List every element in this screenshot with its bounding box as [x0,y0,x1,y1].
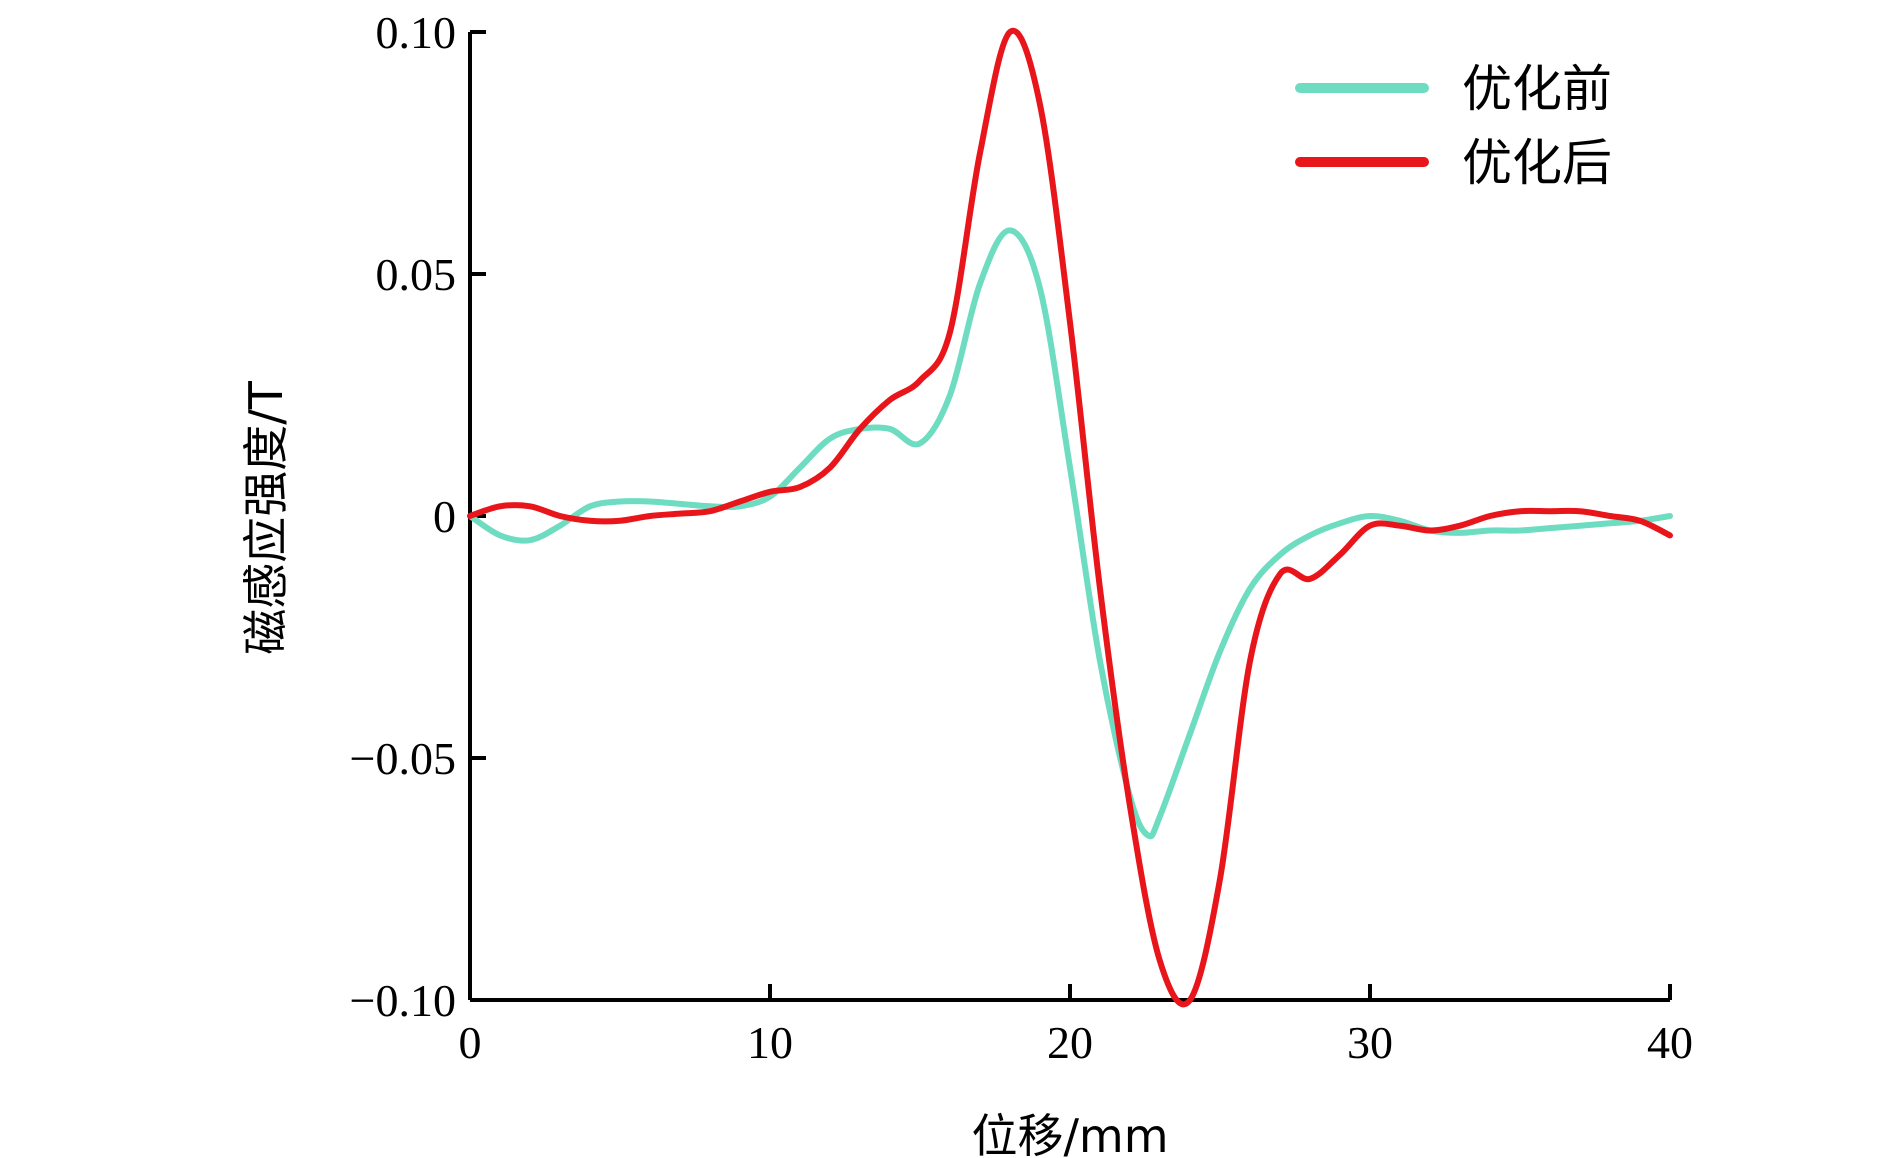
series-line-after [467,27,1673,1008]
x-tick-label: 20 [1047,1017,1093,1068]
x-tick-label: 10 [747,1017,793,1068]
y-tick-label: 0 [433,491,456,542]
series-lines [467,27,1673,1008]
y-tick-label: −0.10 [350,975,456,1026]
y-tick-label: −0.05 [350,733,456,784]
ticks: 0.100.050−0.05−0.100 10 20 30 40 [350,7,1693,1068]
x-tick-label: 30 [1347,1017,1393,1068]
legend-label: 优化后 [1462,134,1612,192]
y-axis-title: 磁感应强度/T [239,380,293,654]
y-tick-label: 0.05 [376,249,457,300]
x-tick-label: 40 [1647,1017,1693,1068]
x-axis-title: 位移/mm [971,1109,1168,1158]
series-line-before [467,227,1673,840]
legend-label: 优化前 [1462,60,1612,118]
x-tick-label: 0 [459,1017,482,1068]
y-tick-label: 0.10 [376,7,457,58]
